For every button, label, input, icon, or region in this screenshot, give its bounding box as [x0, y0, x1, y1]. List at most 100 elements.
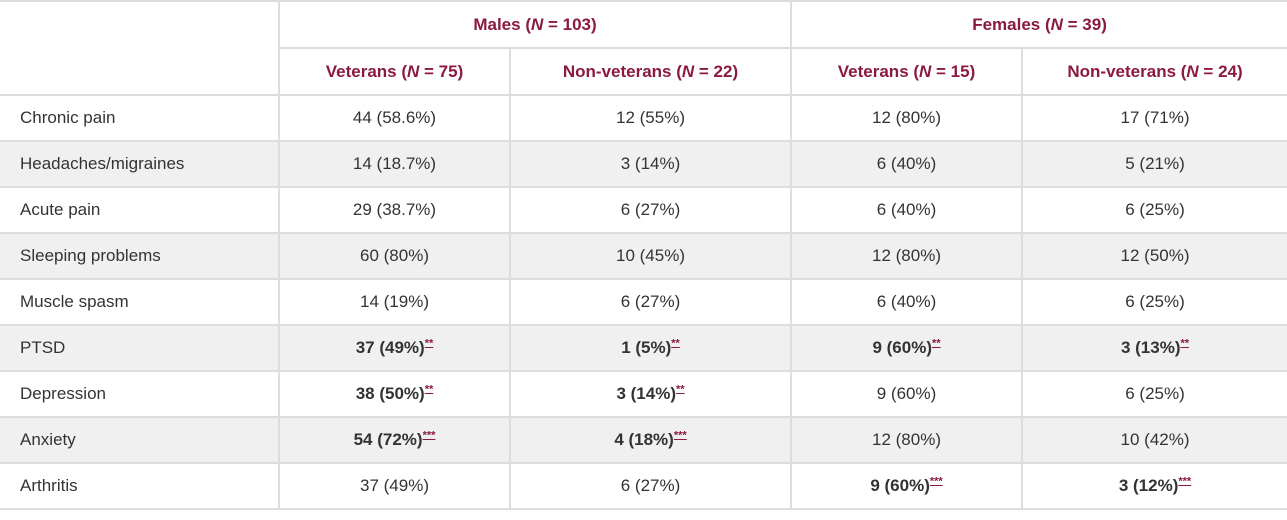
- cell-value: 6 (40%): [876, 292, 937, 311]
- significance-marker[interactable]: **: [671, 337, 680, 350]
- cell-value: 6 (27%): [620, 476, 681, 495]
- table-row: Headaches/migraines 14 (18.7%) 3 (14%) 6 (4…: [0, 140, 1287, 188]
- table-cell: 37 (49%)**: [278, 324, 511, 372]
- n-symbol: N: [919, 61, 932, 81]
- n-symbol: N: [1050, 14, 1063, 34]
- row-label: Acute pain: [0, 186, 280, 234]
- table-cell: 6 (40%): [790, 186, 1024, 234]
- header-male-non-veterans: Non-veterans (N = 22): [508, 47, 793, 96]
- significance-marker[interactable]: **: [675, 383, 685, 396]
- table-cell: 29 (38.7%): [278, 186, 511, 234]
- header-corner-cell: [0, 0, 280, 96]
- cell-value: 37 (49%): [355, 338, 425, 357]
- row-label: Anxiety: [0, 416, 280, 464]
- significance-marker[interactable]: **: [424, 337, 434, 350]
- cell-value: 6 (25%): [1125, 384, 1185, 403]
- table-row: Muscle spasm 14 (19%) 6 (27%) 6 (40%) 6 (25%…: [0, 278, 1287, 326]
- table-cell: 17 (71%): [1021, 94, 1287, 142]
- table-cell: 9 (60%)***: [790, 462, 1024, 510]
- group-prefix: Males (: [473, 14, 531, 34]
- header-row-groups: Males (N = 103) Females (N = 39): [0, 0, 1287, 96]
- header-female-veterans: Veterans (N = 15): [790, 47, 1024, 96]
- table-cell: 14 (18.7%): [278, 140, 511, 188]
- table-cell: 54 (72%)***: [278, 416, 511, 464]
- table-cell: 6 (27%): [508, 462, 793, 510]
- subgroup-prefix: Non-veterans (: [562, 61, 682, 81]
- cell-value: 38 (50%): [355, 384, 425, 403]
- significance-marker[interactable]: **: [932, 337, 941, 350]
- significance-marker[interactable]: ***: [422, 429, 436, 442]
- header-row-subgroups: Veterans (N = 75) Non-veterans (N = 22) …: [0, 47, 1287, 96]
- significance-marker[interactable]: **: [1180, 337, 1190, 350]
- table-row: Acute pain 29 (38.7%) 6 (27%) 6 (40%) 6 (25%…: [0, 186, 1287, 234]
- cell-value: 6 (27%): [620, 292, 681, 311]
- table-row: Depression 38 (50%)** 3 (14%)** 9 (60%) 6 (2…: [0, 370, 1287, 418]
- table-cell: 12 (80%): [790, 232, 1024, 280]
- table-row: Arthritis 37 (49%) 6 (27%) 9 (60%)*** 3 (12%…: [0, 462, 1287, 510]
- table-cell: 3 (14%): [508, 140, 793, 188]
- cell-value: 9 (60%): [872, 338, 932, 357]
- cell-value: 29 (38.7%): [352, 200, 437, 219]
- group-suffix: = 103): [543, 14, 597, 34]
- table-cell: 9 (60%)**: [790, 324, 1024, 372]
- subgroup-suffix: = 22): [694, 61, 739, 81]
- table-cell: 37 (49%): [278, 462, 511, 510]
- table-cell: 10 (45%): [508, 232, 793, 280]
- row-label: PTSD: [0, 324, 280, 372]
- row-label: Chronic pain: [0, 94, 280, 142]
- table-cell: 10 (42%): [1021, 416, 1287, 464]
- n-symbol: N: [530, 14, 544, 34]
- table-row: Sleeping problems 60 (80%) 10 (45%) 12 (80%…: [0, 232, 1287, 280]
- table-cell: 6 (25%): [1021, 370, 1287, 418]
- cell-value: 60 (80%): [360, 246, 429, 265]
- table-cell: 60 (80%): [278, 232, 511, 280]
- cell-value: 1 (5%): [621, 338, 672, 357]
- table-row: Chronic pain 44 (58.6%) 12 (55%) 12 (80%) 17…: [0, 94, 1287, 142]
- subgroup-prefix: Non-veterans (: [1067, 61, 1187, 81]
- group-suffix: = 39): [1062, 14, 1107, 34]
- cell-value: 10 (42%): [1120, 430, 1190, 449]
- cell-value: 44 (58.6%): [352, 108, 437, 127]
- cell-value: 14 (19%): [360, 292, 429, 311]
- row-label: Arthritis: [0, 462, 280, 510]
- significance-marker[interactable]: ***: [929, 475, 943, 488]
- row-label: Muscle spasm: [0, 278, 280, 326]
- table-cell: 12 (80%): [790, 416, 1024, 464]
- cell-value: 3 (14%): [616, 384, 676, 403]
- significance-marker[interactable]: ***: [673, 429, 687, 442]
- table-cell: 38 (50%)**: [278, 370, 511, 418]
- cell-value: 17 (71%): [1120, 108, 1190, 127]
- subgroup-suffix: = 15): [931, 61, 976, 81]
- cell-value: 12 (80%): [872, 108, 941, 127]
- significance-marker[interactable]: **: [424, 383, 434, 396]
- n-symbol: N: [681, 61, 695, 81]
- cell-value: 14 (18.7%): [352, 154, 437, 173]
- table-cell: 6 (27%): [508, 186, 793, 234]
- cell-value: 3 (14%): [620, 154, 681, 173]
- header-male-veterans: Veterans (N = 75): [278, 47, 511, 96]
- cell-value: 3 (12%): [1118, 476, 1179, 495]
- table-cell: 4 (18%)***: [508, 416, 793, 464]
- subgroup-suffix: = 24): [1198, 61, 1243, 81]
- subgroup-prefix: Veterans (: [837, 61, 920, 81]
- significance-marker[interactable]: ***: [1178, 475, 1192, 488]
- subgroup-suffix: = 75): [419, 61, 464, 81]
- table-cell: 3 (14%)**: [508, 370, 793, 418]
- table-cell: 12 (50%): [1021, 232, 1287, 280]
- cell-value: 6 (25%): [1125, 292, 1185, 311]
- row-label: Depression: [0, 370, 280, 418]
- group-prefix: Females (: [972, 14, 1051, 34]
- table-body: Chronic pain 44 (58.6%) 12 (55%) 12 (80%) 17…: [0, 94, 1287, 510]
- table-cell: 12 (80%): [790, 94, 1024, 142]
- table-cell: 6 (40%): [790, 140, 1024, 188]
- cell-value: 9 (60%): [876, 384, 937, 403]
- cell-value: 6 (27%): [620, 200, 681, 219]
- table-cell: 12 (55%): [508, 94, 793, 142]
- cell-value: 10 (45%): [616, 246, 685, 265]
- table-cell: 9 (60%): [790, 370, 1024, 418]
- table-cell: 44 (58.6%): [278, 94, 511, 142]
- cell-value: 37 (49%): [360, 476, 429, 495]
- cell-value: 54 (72%): [353, 430, 423, 449]
- header-female-non-veterans: Non-veterans (N = 24): [1021, 47, 1287, 96]
- cell-value: 3 (13%): [1120, 338, 1181, 357]
